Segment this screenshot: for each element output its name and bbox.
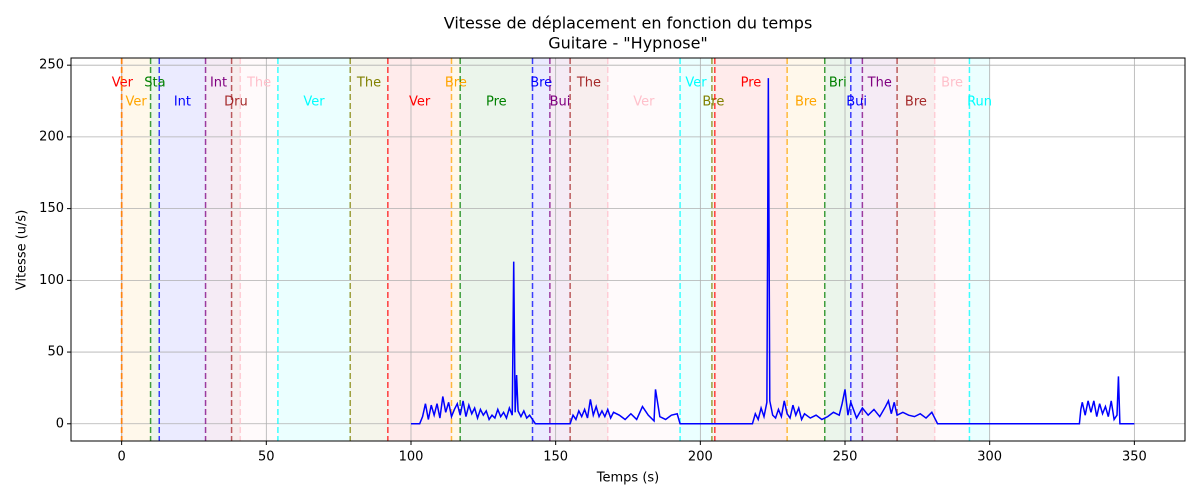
section-span	[205, 58, 232, 441]
x-tick-label: 250	[833, 450, 858, 465]
section-label: Ver	[633, 95, 655, 110]
x-tick-label: 100	[399, 450, 424, 465]
section-span	[850, 58, 863, 441]
section-label: The	[246, 76, 271, 91]
section-label: Ver	[112, 76, 134, 91]
section-span	[121, 58, 151, 441]
y-axis-label: Vitesse (u/s)	[15, 210, 30, 291]
section-label: Bre	[702, 95, 724, 110]
section-label: Bre	[445, 76, 467, 91]
x-tick-label: 50	[258, 450, 275, 465]
section-label: Bre	[905, 95, 927, 110]
section-span	[824, 58, 851, 441]
chart-title: Vitesse de déplacement en fonction du te…	[444, 14, 813, 33]
section-span	[934, 58, 970, 441]
x-tick-label: 200	[688, 450, 713, 465]
y-tick-label: 200	[39, 129, 64, 144]
section-label: Sta	[144, 76, 165, 91]
section-span	[460, 58, 533, 441]
y-tick-label: 150	[39, 201, 64, 216]
section-span	[969, 58, 990, 441]
section-label: Pre	[486, 95, 507, 110]
section-span	[607, 58, 681, 441]
section-span	[532, 58, 550, 441]
section-label: Bri	[829, 76, 847, 91]
section-span	[862, 58, 898, 441]
section-label: Ver	[303, 95, 325, 110]
section-label: Bui	[846, 95, 867, 110]
section-label: Ver	[409, 95, 431, 110]
section-label: Ver	[685, 76, 707, 91]
section-span	[231, 58, 241, 441]
section-span	[680, 58, 712, 441]
section-span	[240, 58, 278, 441]
x-tick-label: 350	[1122, 450, 1147, 465]
x-axis-label: Temps (s)	[596, 471, 659, 486]
section-label: The	[867, 76, 892, 91]
section-span	[714, 58, 788, 441]
y-tick-label: 0	[56, 416, 64, 431]
section-span	[150, 58, 160, 441]
section-span	[549, 58, 571, 441]
section-label: Bui	[550, 95, 571, 110]
section-span	[711, 58, 715, 441]
plot-frame	[70, 57, 1186, 442]
section-span	[451, 58, 461, 441]
chart-subtitle: Guitare - "Hypnose"	[548, 34, 708, 53]
y-tick-label: 50	[47, 345, 64, 360]
section-label: Bre	[530, 76, 552, 91]
y-tick-label: 250	[39, 58, 64, 73]
section-span	[570, 58, 608, 441]
section-span	[159, 58, 206, 441]
section-label: Bre	[941, 76, 963, 91]
y-tick-label: 100	[39, 273, 64, 288]
section-label: Run	[967, 95, 992, 110]
section-label: Pre	[741, 76, 762, 91]
section-label: Dru	[224, 95, 248, 110]
section-span	[350, 58, 388, 441]
section-label: Int	[174, 95, 191, 110]
section-span	[787, 58, 825, 441]
speed-line	[410, 78, 1135, 425]
section-span	[277, 58, 351, 441]
section-label: Ver	[125, 95, 147, 110]
section-label: The	[356, 76, 381, 91]
section-label: Bre	[795, 95, 817, 110]
x-tick-label: 150	[543, 450, 568, 465]
x-tick-label: 300	[977, 450, 1002, 465]
section-span	[387, 58, 452, 441]
section-span	[897, 58, 935, 441]
section-label: Int	[210, 76, 227, 91]
x-tick-label: 0	[117, 450, 125, 465]
section-label: The	[576, 76, 601, 91]
